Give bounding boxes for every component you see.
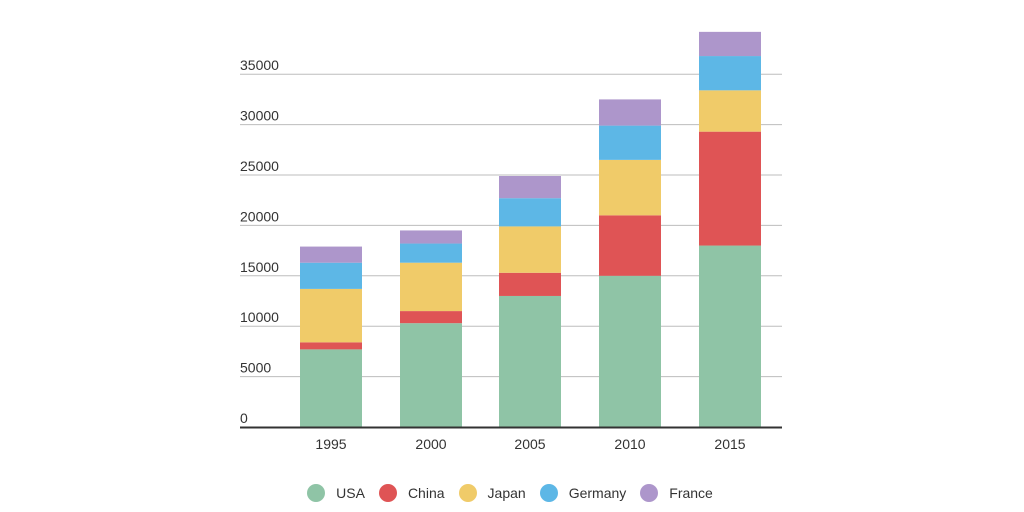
bar-segment-germany-2010: [599, 125, 661, 160]
bar-segment-china-2010: [599, 215, 661, 276]
bar-segment-germany-2005: [499, 198, 561, 227]
y-tick-label: 10000: [240, 309, 279, 325]
bar-segment-usa-1995: [300, 349, 362, 427]
y-tick-label: 20000: [240, 208, 279, 224]
legend-swatch: [307, 484, 326, 502]
legend-item-usa: USA: [307, 484, 369, 502]
bars: [300, 31, 761, 427]
bar-segment-japan-1995: [300, 288, 362, 343]
chart-area: 0 5000 10000 15000 20000 25000 30000 35000 1995 2…: [240, 31, 782, 452]
legend-label: Germany: [568, 485, 627, 501]
stacked-bar-chart: 0 5000 10000 15000 20000 25000 30000 35000 1995 2…: [240, 31, 782, 452]
y-tick-label: 25000: [240, 158, 279, 174]
y-tick-label: 15000: [240, 259, 279, 275]
legend-swatch: [378, 484, 397, 502]
bar-segment-china-2015: [699, 131, 761, 246]
bar-segment-usa-2000: [400, 323, 462, 427]
legend: USA China Japan Germany France: [0, 480, 1024, 506]
legend-item-japan: Japan: [458, 484, 530, 502]
axis-labels: 0 5000 10000 15000 20000 25000 30000 35000 1995 2…: [240, 57, 746, 452]
bar-segment-germany-2000: [400, 243, 462, 263]
bar-segment-germany-2015: [699, 56, 761, 91]
bar-segment-usa-2010: [599, 275, 661, 427]
y-tick-label: 0: [240, 410, 248, 426]
bar-segment-japan-2000: [400, 262, 462, 312]
bar-segment-china-1995: [300, 342, 362, 350]
bar-segment-japan-2010: [599, 159, 661, 216]
x-tick-label: 2015: [714, 436, 745, 452]
x-tick-label: 1995: [315, 436, 346, 452]
bar-segment-france-2015: [699, 31, 761, 57]
bar-segment-usa-2015: [699, 245, 761, 427]
bar-segment-france-2010: [599, 99, 661, 126]
legend-item-germany: Germany: [539, 484, 631, 502]
bar-segment-germany-1995: [300, 262, 362, 289]
legend-label: USA: [336, 485, 365, 501]
bar-segment-france-1995: [300, 246, 362, 263]
legend-label: Japan: [487, 485, 526, 501]
bar-segment-france-2005: [499, 176, 561, 199]
bar-segment-usa-2005: [499, 295, 561, 427]
x-tick-label: 2005: [514, 436, 545, 452]
y-tick-label: 5000: [240, 360, 271, 376]
legend-label: France: [669, 485, 713, 501]
bar-segment-china-2005: [499, 272, 561, 296]
y-tick-label: 30000: [240, 108, 279, 124]
bar-segment-china-2000: [400, 311, 462, 324]
bar-segment-japan-2015: [699, 90, 761, 132]
legend-item-france: France: [640, 484, 717, 502]
legend-swatch: [539, 484, 558, 502]
x-tick-label: 2010: [614, 436, 645, 452]
legend-swatch: [458, 484, 477, 502]
bar-segment-japan-2005: [499, 226, 561, 273]
legend-swatch: [640, 484, 659, 502]
y-tick-label: 35000: [240, 57, 279, 73]
bar-segment-france-2000: [400, 230, 462, 244]
legend-label: China: [407, 485, 445, 501]
legend-item-china: China: [378, 484, 449, 502]
x-tick-label: 2000: [415, 436, 446, 452]
